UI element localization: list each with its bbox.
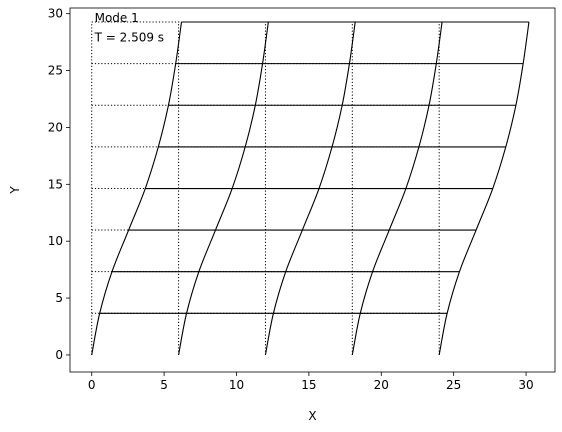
y-tick-label: 25 <box>48 64 63 78</box>
y-tick-label: 0 <box>55 348 63 362</box>
x-tick-label: 0 <box>88 378 96 392</box>
y-tick-label: 30 <box>48 7 63 21</box>
y-tick-label: 5 <box>55 291 63 305</box>
x-axis: 0 5 10 15 20 25 30 <box>88 372 534 392</box>
plot-area <box>91 21 530 356</box>
axes-frame <box>69 7 556 373</box>
x-axis-label: X <box>308 409 316 423</box>
deformed-column-4 <box>438 21 530 356</box>
y-tick-label: 15 <box>48 177 63 191</box>
x-tick-label: 10 <box>229 378 244 392</box>
x-tick-label: 20 <box>374 378 389 392</box>
x-tick-label: 5 <box>160 378 168 392</box>
y-axis-label: Y <box>8 186 22 195</box>
mode-annotation: Mode 1 <box>95 11 139 25</box>
y-axis: 0 5 10 15 20 25 30 <box>48 7 70 362</box>
x-tick-label: 30 <box>518 378 533 392</box>
y-tick-label: 20 <box>48 120 63 134</box>
y-tick-label: 10 <box>48 234 63 248</box>
deformed-column-0 <box>91 21 183 356</box>
period-annotation: T = 2.509 s <box>94 31 164 45</box>
x-tick-label: 15 <box>301 378 316 392</box>
x-tick-label: 25 <box>446 378 461 392</box>
